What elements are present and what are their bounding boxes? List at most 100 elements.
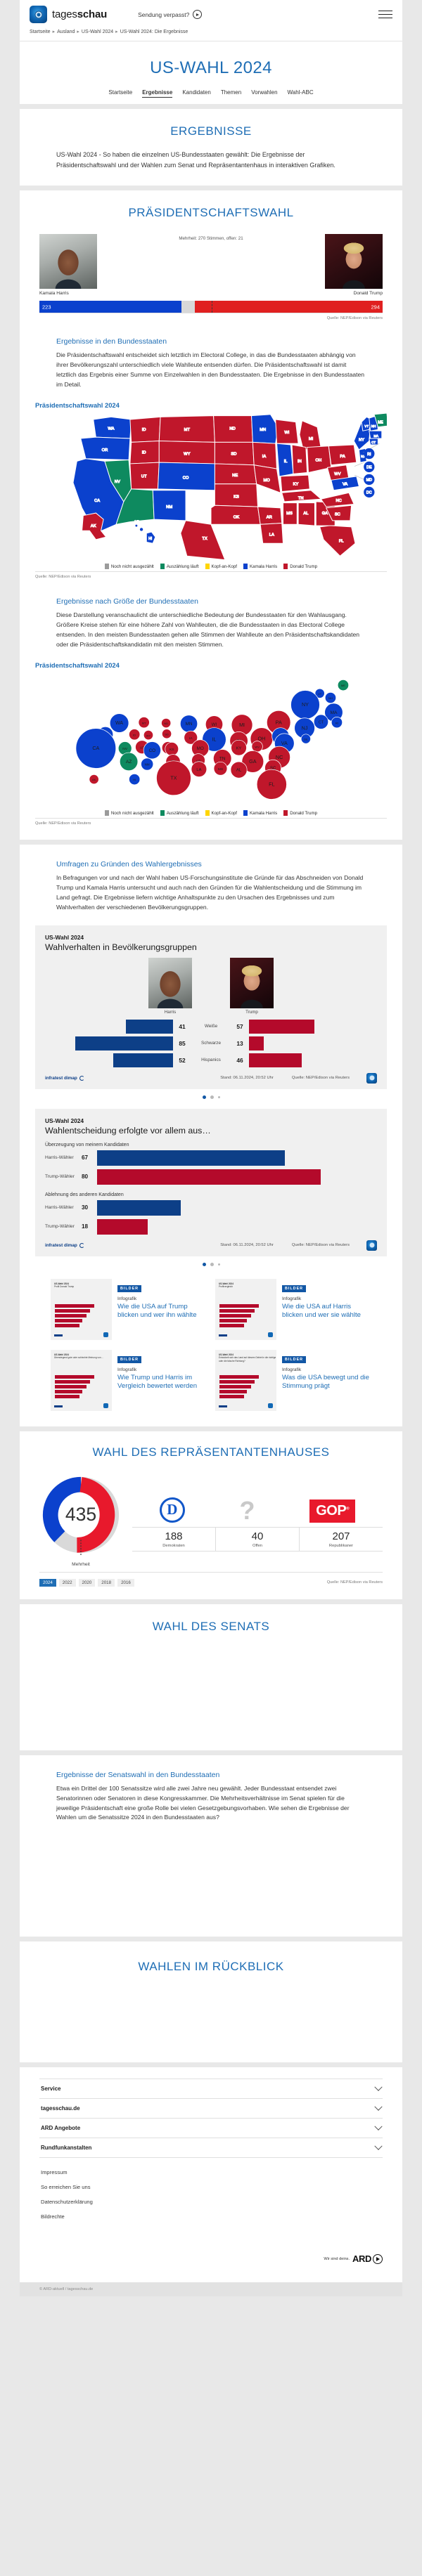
teaser-card[interactable]: US-Wahl 2024 Profilvergleich BILDER Infogra… — [215, 1278, 371, 1340]
year-tab-2024[interactable]: 2024 — [39, 1578, 56, 1587]
bubble-state-nd[interactable] — [161, 718, 172, 729]
bubble-state-hi[interactable] — [129, 774, 141, 786]
trump-bar: 294 — [195, 301, 383, 313]
svg-text:NV: NV — [115, 480, 120, 484]
year-tab-2020[interactable]: 2020 — [78, 1578, 96, 1587]
ergebnisse-section: ERGEBNISSE US-Wahl 2024 - So haben die e… — [20, 109, 402, 186]
tagesschau-badge-icon — [366, 1072, 377, 1084]
chart2-row: Harris-Wähler 30 — [45, 1199, 377, 1216]
bubble-state-la[interactable] — [191, 761, 207, 778]
house-donut[interactable]: 435 Mehrheit — [39, 1474, 122, 1567]
bubble-state-ky[interactable] — [231, 739, 247, 756]
year-tab-2018[interactable]: 2018 — [98, 1578, 115, 1587]
bubble-state-nm[interactable] — [141, 757, 154, 771]
carousel-dot-2[interactable] — [217, 1095, 220, 1098]
repraesentantenhaus-section: WAHL DES REPRÄSENTANTENHAUSES 435 Mehrhe… — [20, 1431, 402, 1599]
breadcrumb-item-0[interactable]: Startseite — [30, 30, 51, 34]
bubble-state-nh[interactable] — [324, 692, 337, 704]
tagesschau-wordmark: tagesschau — [52, 8, 107, 20]
bubble-state-wy[interactable] — [143, 730, 154, 741]
footer-acc-ard[interactable]: ARD Angebote — [39, 2119, 383, 2139]
svg-text:NH: NH — [371, 424, 376, 428]
svg-text:LA: LA — [269, 533, 274, 537]
bubble-state-az[interactable] — [119, 752, 139, 772]
breadcrumb: Startseite ▸ Ausland ▸ US-Wahl 2024 ▸ US-Wahl … — [20, 27, 402, 41]
bubble-state-vt[interactable] — [314, 688, 325, 698]
bubble-state-ak[interactable] — [89, 774, 99, 785]
sendung-verpasst-link[interactable]: Sendung verpasst? — [138, 10, 203, 19]
svg-text:ID: ID — [142, 450, 146, 455]
carousel2-dot-1[interactable] — [210, 1262, 214, 1266]
us-bubble-cartogram[interactable]: MEVTNHNYMACTRIWAMTNDMNWIMIPANJORIDWYSDIA… — [35, 673, 387, 826]
carousel2-dot-0[interactable] — [202, 1262, 206, 1266]
chart2-brand-label: infratest dimap — [45, 1242, 77, 1248]
svg-text:KS: KS — [234, 495, 239, 499]
bubble-label-ms: MS — [218, 767, 224, 772]
bubble-state-ca[interactable] — [75, 728, 117, 769]
breadcrumb-item-2[interactable]: US-Wahl 2024 — [81, 30, 114, 34]
carousel-dot-0[interactable] — [202, 1095, 206, 1099]
chart2-bar — [97, 1199, 181, 1216]
teaser-card[interactable]: US-Wahl 2024 Überwiegend gute oder schlec… — [51, 1349, 207, 1411]
carousel2-dot-2[interactable] — [217, 1263, 220, 1266]
footer-link-impressum[interactable]: Impressum — [41, 2169, 68, 2176]
bubble-state-ri[interactable] — [331, 717, 343, 729]
bubble-state-ms[interactable] — [213, 762, 228, 776]
chart1-category: Schwarze — [200, 1041, 222, 1046]
bubble-state-wa[interactable] — [109, 713, 129, 733]
year-tab-2016[interactable]: 2016 — [117, 1578, 134, 1587]
bubble-state-de[interactable] — [300, 734, 311, 744]
bubble-state-mt[interactable] — [138, 717, 150, 729]
svg-text:AR: AR — [267, 515, 272, 519]
bubble-state-me[interactable] — [337, 679, 350, 691]
bubble-state-sd[interactable] — [161, 729, 172, 739]
tab-themen[interactable]: Themen — [220, 89, 242, 96]
footer-acc-tagesschau[interactable]: tagesschau.de — [39, 2099, 383, 2119]
copyright: © ARD-aktuell / tagesschau.de — [20, 2282, 402, 2297]
tab-startseite[interactable]: Startseite — [108, 89, 133, 96]
bubble-state-tx[interactable] — [156, 760, 191, 796]
footer-link-bildrechte[interactable]: Bildrechte — [41, 2213, 65, 2220]
tab-kandidaten[interactable]: Kandidaten — [182, 89, 211, 96]
carousel-dot-1[interactable] — [210, 1095, 214, 1099]
chart1-harris-bar — [125, 1019, 173, 1034]
svg-text:OK: OK — [234, 515, 239, 519]
legend-label-2: Kopf-an-Kopf — [211, 564, 238, 569]
bubble-state-id[interactable] — [129, 729, 141, 741]
footer-acc-rundfunk[interactable]: Rundfunkanstalten — [39, 2138, 383, 2159]
tab-ergebnisse[interactable]: Ergebnisse — [142, 89, 173, 98]
footer-acc-service[interactable]: Service — [39, 2079, 383, 2100]
house-numbers: D ? GOP® 188 Demokraten 40 Offen — [132, 1489, 383, 1552]
bubble-state-fl[interactable] — [256, 769, 287, 800]
bubble-label-ar: AR — [196, 759, 201, 763]
tab-vorwahlen[interactable]: Vorwahlen — [251, 89, 278, 96]
bubble-state-al[interactable] — [230, 761, 248, 779]
bubble-state-ct[interactable] — [313, 714, 329, 729]
chart1-trump-bar — [249, 1036, 264, 1050]
us-choropleth-map[interactable]: WA OR CA NV AZ ID ID MT WY UT CO NM — [35, 412, 387, 579]
svg-text:NC: NC — [335, 499, 341, 503]
bubble-state-ia[interactable] — [184, 731, 198, 745]
tab-wahl-abc[interactable]: Wahl-ABC — [287, 89, 314, 96]
duel-source: Quelle: NEP/Edison via Reuters — [326, 316, 383, 321]
tagesschau-logo[interactable]: tagesschau — [30, 6, 107, 23]
hamburger-icon[interactable] — [378, 10, 392, 19]
bubble-label-ga: GA — [249, 758, 257, 765]
footer-link-kontakt[interactable]: So erreichen Sie uns — [41, 2184, 91, 2191]
teaser-card[interactable]: US-Wahl 2024 Profil Donald Trump BILDER Inf… — [51, 1278, 207, 1340]
year-tab-2022[interactable]: 2022 — [58, 1578, 76, 1587]
chart1-harris-value: 41 — [179, 1022, 186, 1030]
carousel-dots-1[interactable] — [35, 1089, 387, 1099]
breadcrumb-item-1[interactable]: Ausland — [57, 30, 75, 34]
gop-logo-icon: GOP® — [309, 1499, 356, 1523]
svg-text:SD: SD — [231, 452, 236, 456]
bubble-state-ga[interactable] — [241, 750, 264, 773]
harris-photo — [39, 234, 97, 290]
bubble-state-co[interactable] — [143, 741, 161, 760]
teaser-card[interactable]: US-Wahl 2024 Entwickelt sich das Land auf… — [215, 1349, 371, 1411]
chart-wahlverhalten: US-Wahl 2024 Wahlverhalten in Bevölkerun… — [35, 925, 387, 1089]
senate-states-text: Etwa ein Drittel der 100 Senatssitze wir… — [56, 1784, 350, 1821]
footer-link-datenschutz[interactable]: Datenschutzerklärung — [41, 2199, 93, 2206]
carousel-dots-2[interactable] — [35, 1256, 387, 1266]
bubble-label-wy: WY — [146, 734, 151, 737]
